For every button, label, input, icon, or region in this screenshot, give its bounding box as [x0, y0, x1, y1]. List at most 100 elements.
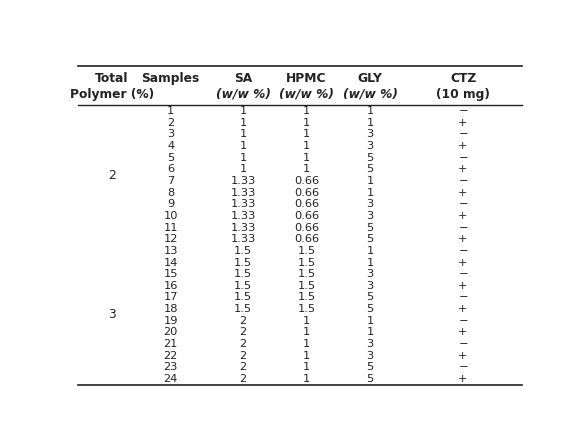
Text: 5: 5 — [366, 153, 374, 163]
Text: −: − — [458, 316, 468, 326]
Text: 5: 5 — [366, 234, 374, 244]
Text: 21: 21 — [163, 339, 178, 349]
Text: 13: 13 — [163, 246, 178, 256]
Text: 10: 10 — [163, 211, 178, 221]
Text: 16: 16 — [163, 281, 178, 291]
Text: 23: 23 — [163, 363, 178, 372]
Text: +: + — [458, 188, 468, 198]
Text: +: + — [458, 281, 468, 291]
Text: 3: 3 — [366, 199, 374, 209]
Text: −: − — [458, 339, 468, 349]
Text: 1.5: 1.5 — [298, 257, 316, 268]
Text: 1: 1 — [366, 327, 374, 337]
Text: 2: 2 — [240, 316, 247, 326]
Text: −: − — [458, 269, 468, 279]
Text: 2: 2 — [240, 327, 247, 337]
Text: HPMC: HPMC — [287, 72, 327, 85]
Text: 1: 1 — [366, 118, 374, 128]
Text: −: − — [458, 293, 468, 302]
Text: 20: 20 — [163, 327, 178, 337]
Text: Samples: Samples — [142, 72, 199, 85]
Text: 1: 1 — [366, 176, 374, 186]
Text: 1.5: 1.5 — [234, 304, 252, 314]
Text: +: + — [458, 257, 468, 268]
Text: 0.66: 0.66 — [294, 234, 319, 244]
Text: 1.33: 1.33 — [230, 211, 256, 221]
Text: 1: 1 — [366, 257, 374, 268]
Text: 8: 8 — [167, 188, 174, 198]
Text: 3: 3 — [366, 211, 374, 221]
Text: 5: 5 — [366, 374, 374, 384]
Text: 1.5: 1.5 — [298, 246, 316, 256]
Text: 0.66: 0.66 — [294, 199, 319, 209]
Text: 2: 2 — [108, 169, 115, 182]
Text: 3: 3 — [366, 269, 374, 279]
Text: 1: 1 — [239, 129, 247, 139]
Text: 2: 2 — [240, 363, 247, 372]
Text: 1: 1 — [303, 351, 310, 361]
Text: −: − — [458, 176, 468, 186]
Text: 22: 22 — [163, 351, 178, 361]
Text: −: − — [458, 363, 468, 372]
Text: 7: 7 — [167, 176, 174, 186]
Text: −: − — [458, 199, 468, 209]
Text: 1: 1 — [303, 165, 310, 174]
Text: 15: 15 — [163, 269, 178, 279]
Text: −: − — [458, 106, 468, 116]
Text: 1: 1 — [303, 141, 310, 151]
Text: 5: 5 — [366, 165, 374, 174]
Text: 1.5: 1.5 — [298, 269, 316, 279]
Text: 5: 5 — [366, 293, 374, 302]
Text: (10 mg): (10 mg) — [436, 88, 490, 101]
Text: 1.33: 1.33 — [230, 223, 256, 233]
Text: 3: 3 — [366, 141, 374, 151]
Text: 1.33: 1.33 — [230, 234, 256, 244]
Text: 5: 5 — [167, 153, 174, 163]
Text: 1: 1 — [366, 246, 374, 256]
Text: 14: 14 — [163, 257, 178, 268]
Text: 1.5: 1.5 — [298, 304, 316, 314]
Text: 2: 2 — [167, 118, 174, 128]
Text: (w/w %): (w/w %) — [216, 88, 271, 101]
Text: +: + — [458, 351, 468, 361]
Text: 5: 5 — [366, 304, 374, 314]
Text: 1.5: 1.5 — [298, 281, 316, 291]
Text: 6: 6 — [167, 165, 174, 174]
Text: 18: 18 — [163, 304, 178, 314]
Text: 3: 3 — [366, 129, 374, 139]
Text: Polymer (%): Polymer (%) — [70, 88, 154, 101]
Text: 1: 1 — [303, 106, 310, 116]
Text: +: + — [458, 234, 468, 244]
Text: 1.33: 1.33 — [230, 176, 256, 186]
Text: 1: 1 — [303, 118, 310, 128]
Text: 1.5: 1.5 — [234, 293, 252, 302]
Text: 1: 1 — [303, 374, 310, 384]
Text: 9: 9 — [167, 199, 174, 209]
Text: −: − — [458, 153, 468, 163]
Text: +: + — [458, 165, 468, 174]
Text: 1: 1 — [303, 327, 310, 337]
Text: (w/w %): (w/w %) — [343, 88, 398, 101]
Text: 0.66: 0.66 — [294, 176, 319, 186]
Text: 17: 17 — [163, 293, 178, 302]
Text: 1: 1 — [239, 106, 247, 116]
Text: CTZ: CTZ — [450, 72, 476, 85]
Text: +: + — [458, 141, 468, 151]
Text: 1: 1 — [303, 316, 310, 326]
Text: 3: 3 — [366, 351, 374, 361]
Text: +: + — [458, 118, 468, 128]
Text: 0.66: 0.66 — [294, 223, 319, 233]
Text: +: + — [458, 374, 468, 384]
Text: 1.5: 1.5 — [298, 293, 316, 302]
Text: 1: 1 — [366, 188, 374, 198]
Text: 0.66: 0.66 — [294, 211, 319, 221]
Text: 12: 12 — [163, 234, 178, 244]
Text: 0.66: 0.66 — [294, 188, 319, 198]
Text: 1: 1 — [303, 129, 310, 139]
Text: 1: 1 — [239, 118, 247, 128]
Text: 1: 1 — [303, 153, 310, 163]
Text: +: + — [458, 327, 468, 337]
Text: Total: Total — [95, 72, 129, 85]
Text: −: − — [458, 223, 468, 233]
Text: 1: 1 — [366, 106, 374, 116]
